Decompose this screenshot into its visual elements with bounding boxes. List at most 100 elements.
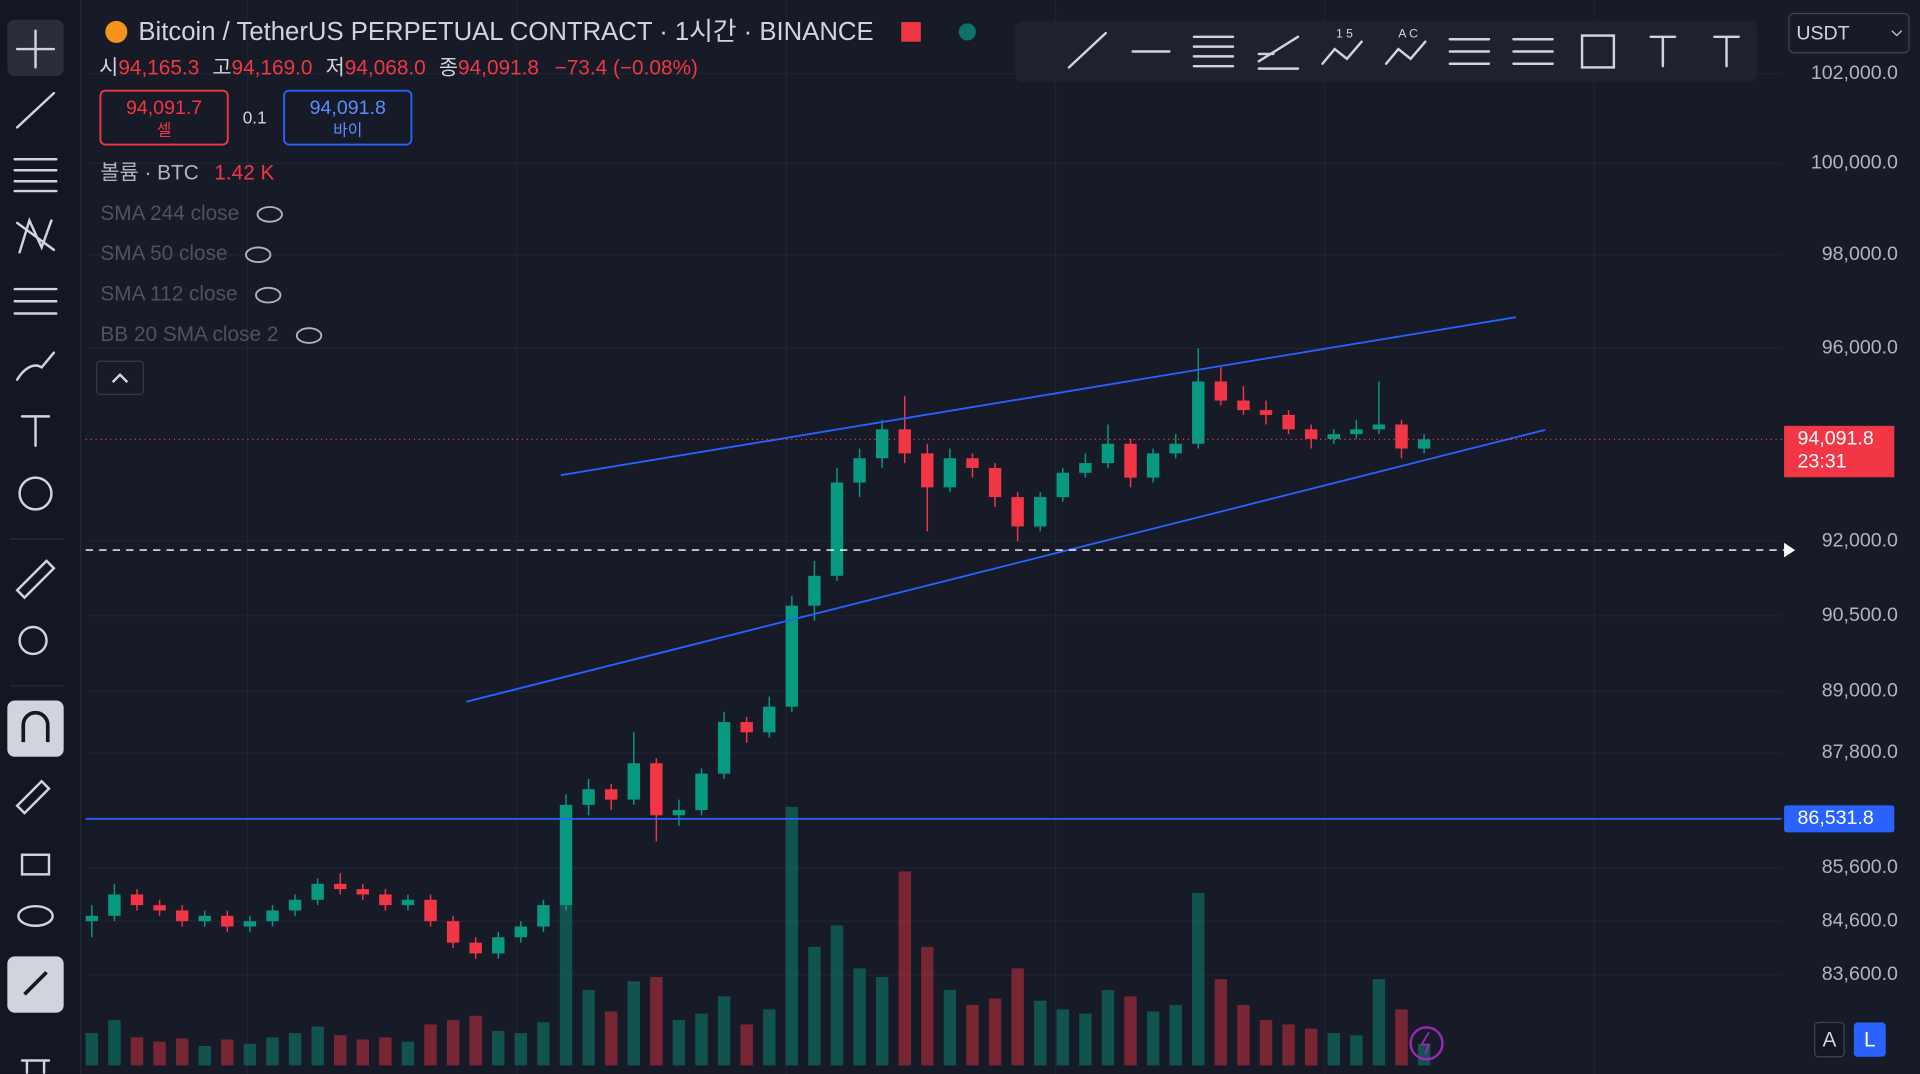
volume-bar — [1350, 1035, 1363, 1066]
candle-body — [650, 763, 663, 816]
candle-body — [1259, 410, 1273, 415]
zoom-icon[interactable] — [18, 625, 48, 656]
volume-bar — [153, 1041, 166, 1066]
market-status[interactable] — [958, 23, 976, 41]
chart-area — [83, 0, 1920, 1074]
volume-bar — [1304, 1028, 1318, 1066]
log-scale-label[interactable]: L — [1864, 1028, 1876, 1051]
candle-body — [1237, 400, 1250, 411]
volume-bar — [921, 946, 934, 1066]
trend-line[interactable] — [466, 428, 1546, 703]
y-tick-label: 83,600.0 — [1822, 963, 1898, 985]
volume-bar — [1169, 1005, 1182, 1066]
indicator-label[interactable]: BB 20 SMA close 2 — [100, 323, 278, 346]
symbol-logo — [105, 20, 128, 43]
volume-bar — [221, 1039, 234, 1066]
price-range-icon[interactable] — [1512, 38, 1554, 65]
text-icon[interactable] — [1649, 35, 1677, 68]
candle-body — [717, 722, 731, 774]
fib-tool-icon[interactable] — [13, 158, 58, 193]
alert-handle[interactable] — [1784, 542, 1796, 558]
candle-body — [288, 899, 302, 911]
crosshair-icon[interactable] — [15, 29, 56, 69]
candle-body — [966, 458, 979, 468]
auto-scale-button[interactable] — [1814, 1021, 1845, 1058]
trash-icon[interactable] — [20, 1059, 51, 1074]
hidden-icon[interactable] — [256, 206, 283, 223]
gann-icon[interactable] — [1257, 35, 1300, 70]
date-range-icon[interactable] — [1448, 38, 1491, 65]
candle-body — [175, 910, 189, 922]
currency[interactable]: USDT — [1796, 23, 1849, 45]
volume-bar — [943, 989, 957, 1066]
anchored-text-icon[interactable] — [1713, 35, 1740, 68]
pitchfork-icon[interactable] — [1321, 40, 1363, 65]
volume-bar — [379, 1037, 392, 1066]
volume-bar — [469, 1015, 482, 1066]
alert-button[interactable] — [1409, 1026, 1444, 1061]
volume-bar — [695, 1013, 708, 1066]
candle-body — [243, 921, 257, 927]
indicator-label[interactable]: SMA 244 close — [100, 202, 239, 225]
volume-bar — [514, 1033, 528, 1066]
hidden-icon[interactable] — [245, 246, 272, 264]
candle-body — [311, 883, 324, 900]
ohlc: 시94,165.3 고94,169.0 저94,068.0 종94,091.8 … — [99, 56, 698, 79]
volume-bar — [1214, 979, 1228, 1066]
sell-label[interactable]: 셀 — [157, 121, 172, 139]
buy-price[interactable]: 94,091.8 — [310, 97, 386, 119]
volume-bar — [582, 989, 595, 1066]
indicator-legend: SMA 244 close SMA 50 close SMA 112 close BB… — [100, 202, 323, 346]
auto-scale-label[interactable]: A — [1822, 1028, 1836, 1051]
magnet-icon — [21, 710, 50, 743]
indicator-label[interactable]: SMA 50 close — [100, 242, 227, 265]
volume-legend[interactable]: 볼륨 · BTC — [100, 161, 198, 184]
draw-lock-icon[interactable] — [15, 779, 51, 815]
log-scale-button[interactable] — [1853, 1022, 1886, 1057]
volume-bar — [1327, 1033, 1340, 1066]
trend-line[interactable] — [560, 316, 1517, 477]
sell-button[interactable] — [99, 89, 229, 146]
drawing-toolbar: 1 5 A C — [1015, 20, 1758, 83]
volume-bar — [1237, 1005, 1250, 1066]
projection-tool-icon[interactable] — [13, 287, 58, 315]
emoji-tool-icon[interactable] — [18, 476, 53, 511]
hidden-icon[interactable] — [255, 286, 282, 304]
y-tick-label: 87,800.0 — [1822, 741, 1898, 763]
candle-body — [469, 942, 482, 954]
brush-tool-icon[interactable] — [15, 351, 56, 381]
abc-label: A C — [1398, 27, 1418, 41]
collapse-button[interactable] — [96, 360, 144, 395]
visibility-icon[interactable] — [17, 904, 54, 927]
text-tool-icon[interactable] — [20, 415, 51, 447]
rectangle-icon[interactable] — [1580, 34, 1616, 69]
candle-body — [514, 926, 528, 938]
link-icon — [23, 971, 48, 996]
lock-icon[interactable] — [20, 853, 51, 876]
ohlc-value: 94,169.0 — [232, 56, 313, 79]
fib-icon[interactable] — [1192, 35, 1235, 68]
buy-button[interactable] — [283, 89, 413, 146]
buy-label[interactable]: 바이 — [333, 121, 362, 139]
ruler-icon[interactable] — [15, 559, 56, 600]
candle-body — [401, 899, 415, 906]
abc-icon[interactable] — [1384, 40, 1427, 65]
hidden-icon[interactable] — [295, 327, 323, 344]
flag-icon[interactable] — [901, 22, 921, 42]
pattern-tool-icon[interactable] — [15, 217, 56, 254]
candle-body — [424, 899, 437, 922]
candle-body — [830, 482, 844, 576]
volume-bar — [559, 903, 573, 1066]
line-tool-icon[interactable] — [15, 91, 56, 129]
candle-body — [604, 789, 618, 800]
sell-price[interactable]: 94,091.7 — [126, 97, 202, 119]
order-quantity[interactable]: 0.1 — [243, 107, 267, 127]
currency-select[interactable] — [1788, 12, 1910, 54]
trend-icon[interactable] — [1067, 31, 1107, 69]
left-toolbar — [7, 19, 64, 1074]
magnet-button[interactable] — [7, 700, 64, 757]
candle-body — [898, 429, 911, 454]
indicator-label[interactable]: SMA 112 close — [100, 283, 237, 306]
symbol-title[interactable]: Bitcoin / TetherUS PERPETUAL CONTRACT · … — [138, 18, 873, 46]
candle-body — [334, 883, 347, 890]
